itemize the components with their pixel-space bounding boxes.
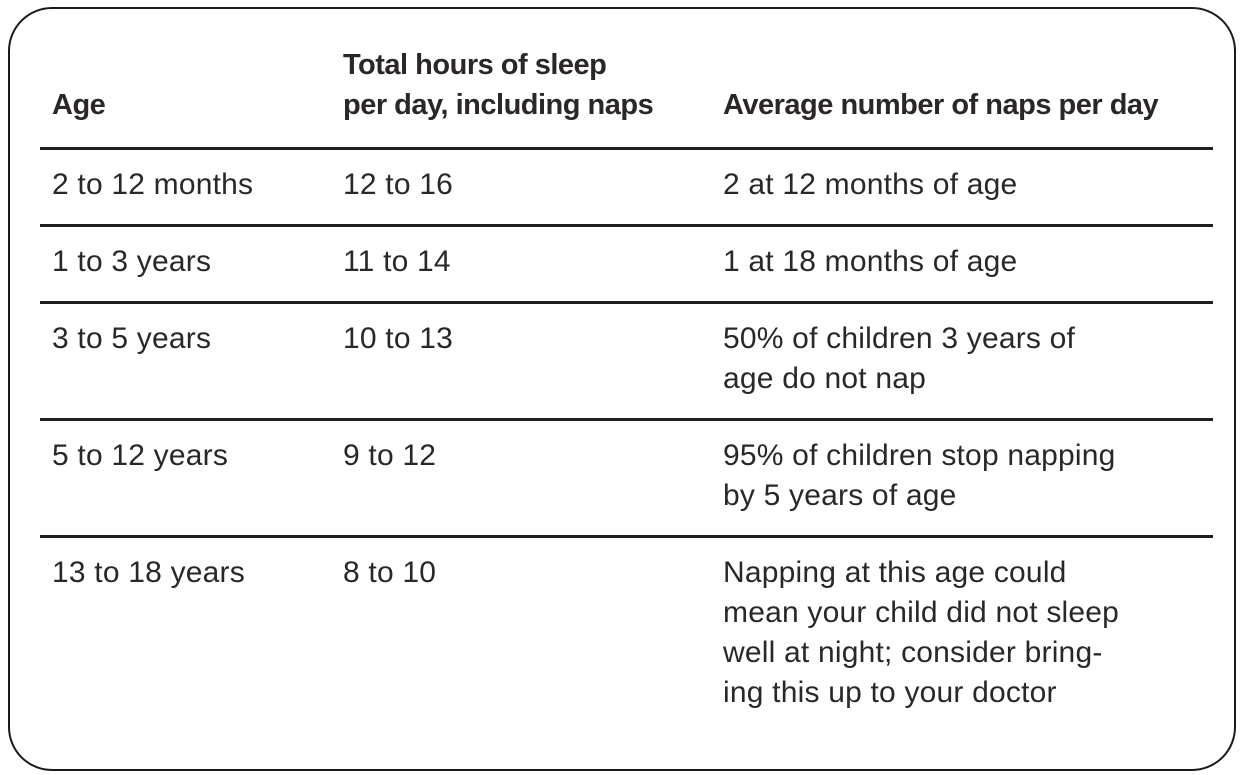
sleep-table-card: Age Total hours of sleep per day, includ… [8, 7, 1236, 771]
cell-naps: Napping at this age could mean your chil… [723, 556, 1120, 709]
cell-hours: 9 to 12 [343, 439, 437, 472]
table-row: 13 to 18 years 8 to 10 Napping at this a… [40, 538, 1213, 732]
cell-naps: 95% of children stop napping by 5 years … [723, 439, 1116, 512]
cell-age: 5 to 12 years [52, 439, 229, 472]
cell-age: 13 to 18 years [52, 556, 245, 589]
cell-age: 1 to 3 years [52, 245, 212, 278]
cell-naps: 50% of children 3 years of age do not na… [723, 322, 1076, 395]
cell-hours: 11 to 14 [343, 245, 451, 278]
table-header-row: Age Total hours of sleep per day, includ… [40, 45, 1213, 150]
column-header-total-hours: Total hours of sleep per day, including … [343, 49, 654, 121]
sleep-recommendations-table: Age Total hours of sleep per day, includ… [40, 45, 1213, 732]
column-header-age: Age [52, 89, 106, 121]
cell-naps: 2 at 12 months of age [723, 168, 1018, 201]
cell-hours: 8 to 10 [343, 556, 437, 589]
cell-naps: 1 at 18 months of age [723, 245, 1018, 278]
table-row: 2 to 12 months 12 to 16 2 at 12 months o… [40, 150, 1213, 227]
cell-hours: 10 to 13 [343, 322, 454, 355]
table-row: 3 to 5 years 10 to 13 50% of children 3 … [40, 304, 1213, 421]
table-row: 1 to 3 years 11 to 14 1 at 18 months of … [40, 227, 1213, 304]
cell-age: 2 to 12 months [52, 168, 254, 201]
table-row: 5 to 12 years 9 to 12 95% of children st… [40, 421, 1213, 538]
cell-age: 3 to 5 years [52, 322, 212, 355]
cell-hours: 12 to 16 [343, 168, 454, 201]
column-header-average-naps: Average number of naps per day [723, 89, 1159, 121]
